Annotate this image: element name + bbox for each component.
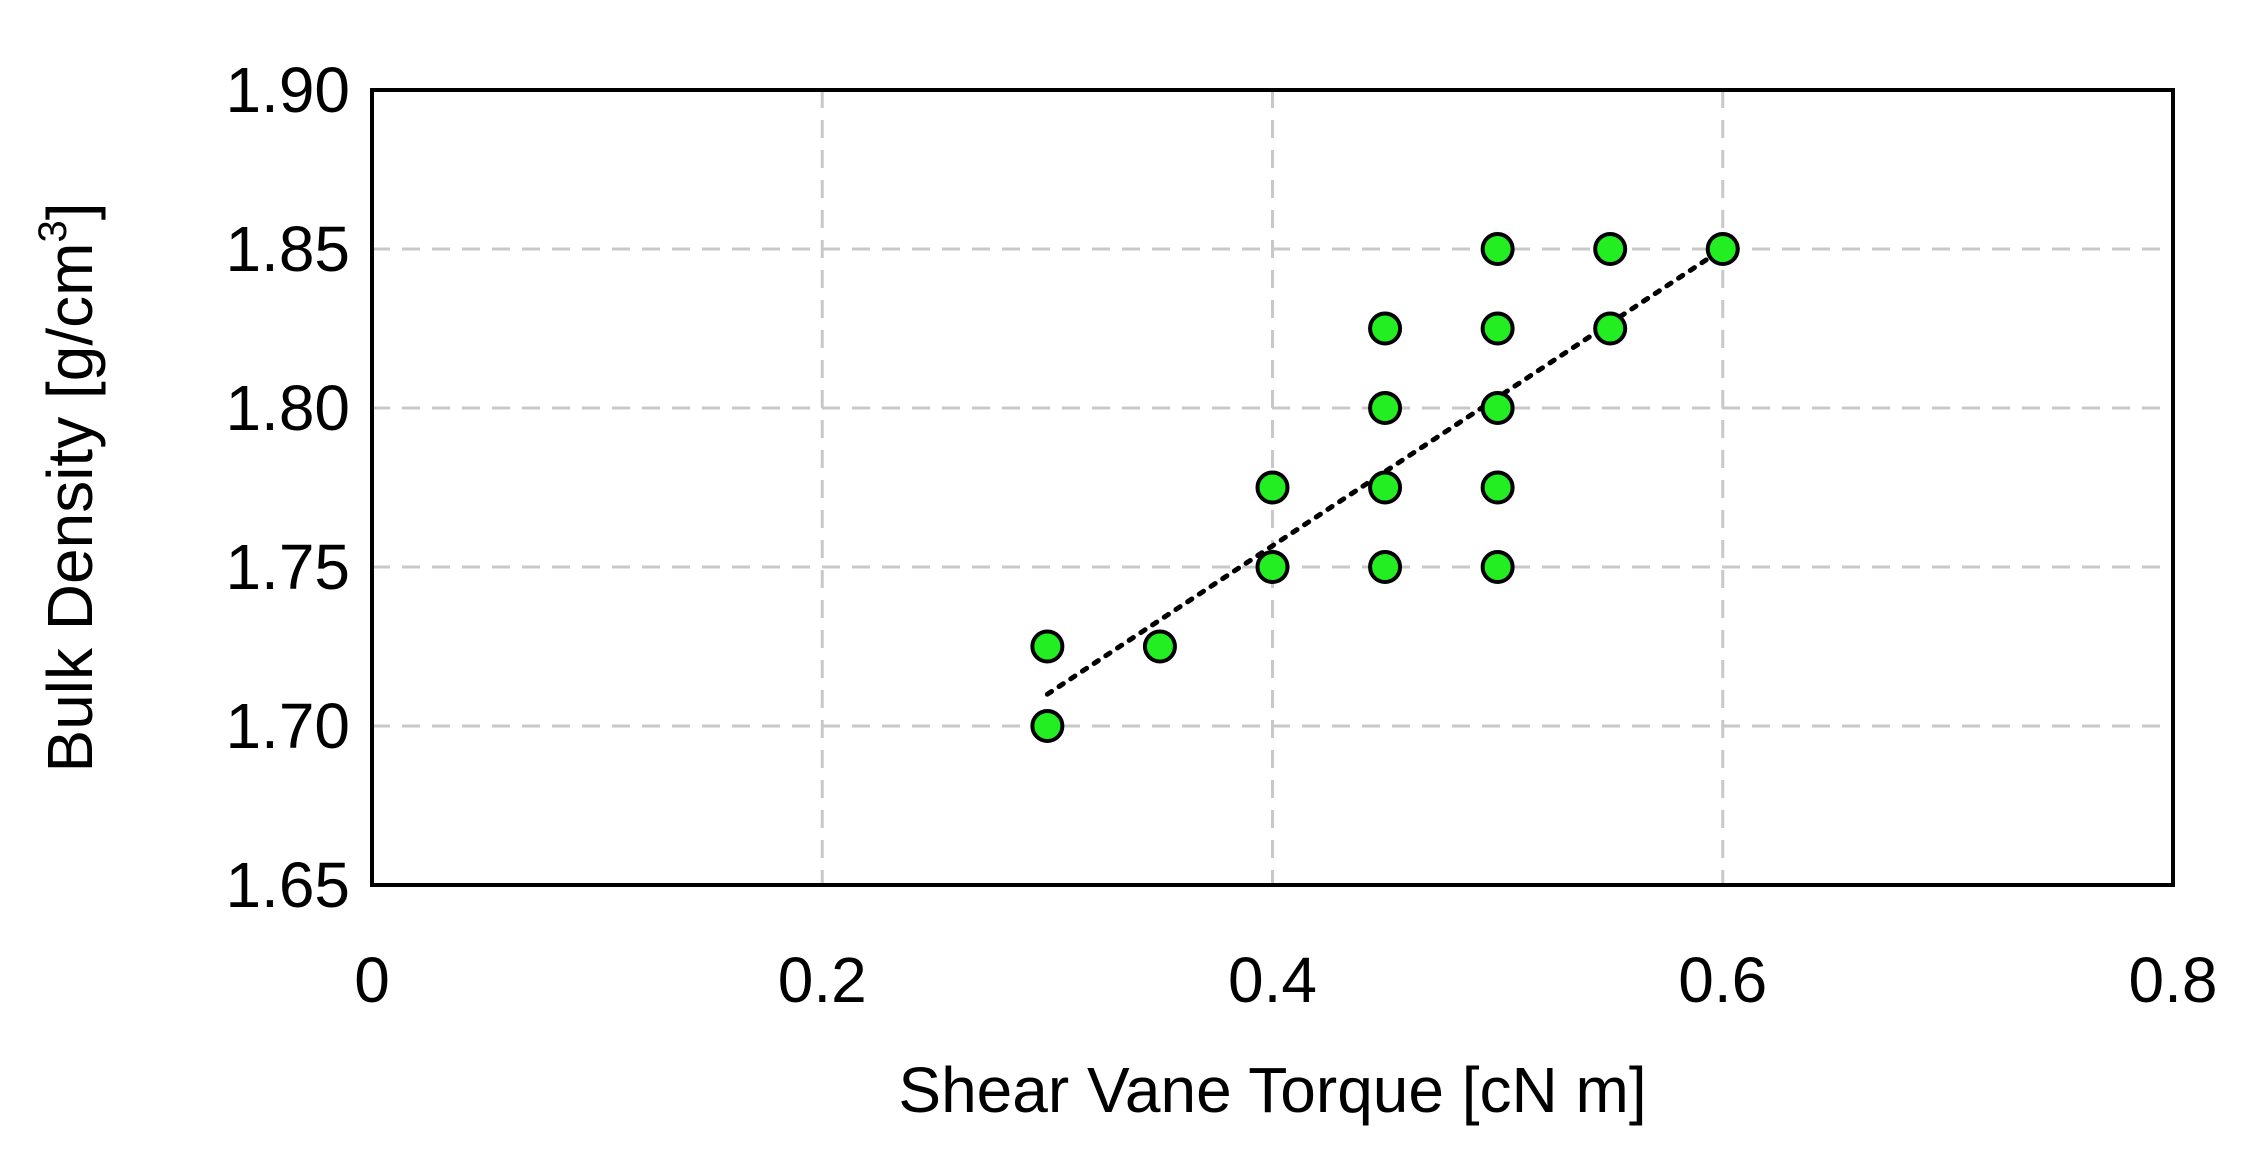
y-tick-label: 1.90 bbox=[225, 54, 350, 126]
y-tick-label: 1.80 bbox=[225, 372, 350, 444]
data-point bbox=[1480, 311, 1515, 346]
data-point bbox=[1142, 629, 1177, 664]
data-point bbox=[1368, 391, 1403, 425]
x-axis-title: Shear Vane Torque [cN m] bbox=[898, 1054, 1646, 1126]
y-tick-label: 1.65 bbox=[225, 849, 350, 921]
data-point bbox=[1255, 470, 1290, 505]
data-point bbox=[1030, 629, 1065, 664]
data-point bbox=[1480, 391, 1515, 425]
x-tick-label: 0.4 bbox=[1228, 944, 1317, 1016]
data-points bbox=[1030, 232, 1740, 743]
data-point bbox=[1030, 709, 1065, 743]
y-axis-title: Bulk Density [g/cm3] bbox=[31, 203, 106, 773]
x-tick-label: 0.8 bbox=[2129, 944, 2218, 1016]
y-axis-title-main: Bulk Density [g/cm bbox=[34, 243, 106, 773]
y-axis-title-suffix: ] bbox=[34, 203, 106, 221]
y-tick-label: 1.75 bbox=[225, 531, 350, 603]
data-point bbox=[1480, 470, 1515, 505]
x-tick-labels: 0 0.2 0.4 0.6 0.8 bbox=[354, 944, 2217, 1016]
y-tick-label: 1.85 bbox=[225, 213, 350, 285]
y-tick-labels: 1.65 1.70 1.75 1.80 1.85 1.90 bbox=[225, 54, 350, 921]
data-point bbox=[1705, 232, 1740, 266]
data-point bbox=[1368, 311, 1403, 346]
data-point bbox=[1255, 550, 1290, 584]
data-point bbox=[1480, 232, 1515, 266]
x-tick-label: 0.2 bbox=[778, 944, 867, 1016]
plot-frame bbox=[370, 88, 2175, 887]
y-tick-label: 1.70 bbox=[225, 690, 350, 762]
data-point bbox=[1480, 550, 1515, 584]
x-tick-label: 0.6 bbox=[1678, 944, 1767, 1016]
data-point bbox=[1593, 311, 1628, 346]
data-point bbox=[1368, 550, 1403, 584]
data-point bbox=[1368, 470, 1403, 505]
x-tick-label: 0 bbox=[354, 944, 390, 1016]
data-point bbox=[1593, 232, 1628, 266]
y-axis-title-superscript: 3 bbox=[31, 220, 75, 242]
